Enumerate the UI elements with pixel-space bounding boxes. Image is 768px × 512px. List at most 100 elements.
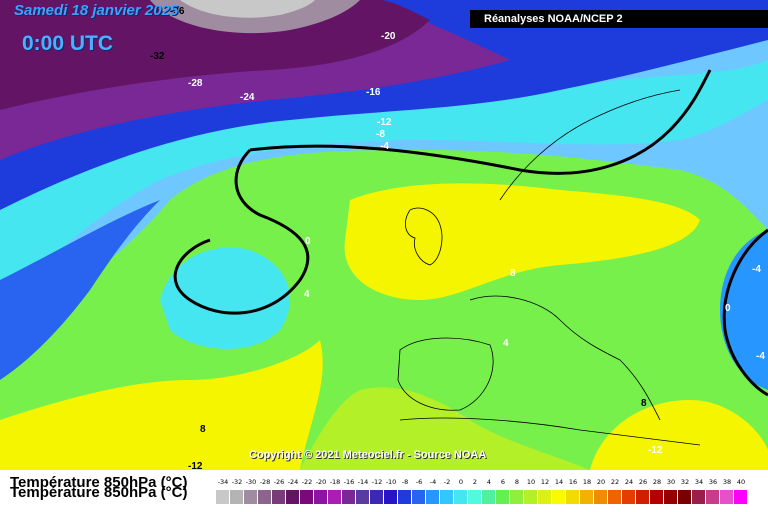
scale-swatch bbox=[216, 490, 230, 504]
scale-swatch bbox=[398, 490, 412, 504]
scale-swatch bbox=[496, 490, 510, 504]
scale-tick-label: 24 bbox=[624, 478, 634, 486]
isotherm-label: -24 bbox=[240, 92, 255, 103]
isotherm-label: -12 bbox=[648, 445, 663, 456]
scale-swatch bbox=[650, 490, 664, 504]
scale-swatch bbox=[454, 490, 468, 504]
scale-swatch bbox=[734, 490, 748, 504]
scale-tick-label: 2 bbox=[472, 478, 478, 486]
scale-tick-label: -2 bbox=[443, 478, 451, 486]
isotherm-label: -20 bbox=[381, 31, 396, 42]
scale-swatch bbox=[538, 490, 552, 504]
scale-swatch bbox=[426, 490, 440, 504]
scale-tick-label: -34 bbox=[217, 478, 229, 486]
scale-tick-label: 34 bbox=[694, 478, 704, 486]
scale-tick-label: -14 bbox=[357, 478, 369, 486]
scale-tick-label: -22 bbox=[301, 478, 313, 486]
scale-tick-label: 10 bbox=[526, 478, 536, 486]
color-scale-bar bbox=[216, 490, 748, 504]
coastline-scandinavia bbox=[499, 89, 681, 201]
coastline-iberia bbox=[397, 337, 494, 411]
isotherm-label: -32 bbox=[150, 51, 165, 62]
scale-tick-label: 38 bbox=[722, 478, 732, 486]
scale-swatch bbox=[286, 490, 300, 504]
map-date-title: Samedi 18 janvier 2025 bbox=[14, 2, 179, 19]
coastline-africa bbox=[399, 417, 701, 446]
scale-swatch bbox=[678, 490, 692, 504]
scale-tick-label: 6 bbox=[500, 478, 506, 486]
region-lime-band bbox=[300, 387, 590, 470]
isotherm-label: -28 bbox=[188, 78, 203, 89]
scale-swatch bbox=[636, 490, 650, 504]
isotherm-label: -4 bbox=[380, 141, 389, 152]
scale-swatch bbox=[482, 490, 496, 504]
isotherm-label: -16 bbox=[366, 87, 381, 98]
isotherm-label: 0 bbox=[725, 303, 731, 314]
region-darkpurple bbox=[0, 0, 430, 110]
isotherm-label: 8 bbox=[641, 398, 647, 409]
temperature-map: -36 -32 -28 -24 -20 -16 -12 -8 -4 0 4 8 … bbox=[0, 0, 768, 470]
isotherm-label: 0 bbox=[305, 236, 311, 247]
scale-swatch bbox=[524, 490, 538, 504]
color-scale-labels: -34 -32 -30 -28 -26 -24 -22 -20 -18 -16 -14 -12 -10-… bbox=[216, 478, 748, 488]
scale-tick-label: -30 bbox=[245, 478, 257, 486]
region-blue-west bbox=[0, 200, 160, 380]
scale-tick-label: -6 bbox=[415, 478, 423, 486]
scale-swatch bbox=[384, 490, 398, 504]
isotherm-label: -4 bbox=[756, 351, 765, 362]
scale-swatch bbox=[258, 490, 272, 504]
scale-tick-label: -18 bbox=[329, 478, 341, 486]
scale-swatch bbox=[608, 490, 622, 504]
scale-tick-label: -20 bbox=[315, 478, 327, 486]
isotherm-label: -12 bbox=[188, 461, 203, 470]
scale-swatch bbox=[622, 490, 636, 504]
region-yellow-southeast bbox=[590, 400, 768, 470]
scale-swatch bbox=[356, 490, 370, 504]
scale-swatch bbox=[272, 490, 286, 504]
scale-tick-label: 0 bbox=[458, 478, 464, 486]
scale-swatch bbox=[370, 490, 384, 504]
scale-swatch bbox=[328, 490, 342, 504]
isotherm-zero-west bbox=[173, 148, 310, 315]
scale-swatch bbox=[706, 490, 720, 504]
scale-tick-label: -28 bbox=[259, 478, 271, 486]
scale-tick-label: 4 bbox=[486, 478, 492, 486]
scale-tick-label: 22 bbox=[610, 478, 620, 486]
region-yellow-europe bbox=[344, 183, 700, 300]
scale-swatch bbox=[230, 490, 244, 504]
isotherm-label: 8 bbox=[510, 268, 516, 279]
scale-tick-label: 18 bbox=[582, 478, 592, 486]
scale-tick-label: 40 bbox=[736, 478, 746, 486]
scale-tick-label: 16 bbox=[568, 478, 578, 486]
scale-swatch bbox=[510, 490, 524, 504]
parameter-label: Température 850hPa (°C) bbox=[10, 474, 188, 491]
scale-swatch bbox=[314, 490, 328, 504]
scale-swatch bbox=[692, 490, 706, 504]
scale-tick-label: -10 bbox=[385, 478, 397, 486]
scale-tick-label: -16 bbox=[343, 478, 355, 486]
parameter-label-shadow: Température 850hPa (°C) bbox=[10, 484, 188, 501]
isotherm-label: -4 bbox=[752, 264, 761, 275]
scale-swatch bbox=[552, 490, 566, 504]
copyright-text: Copyright © 2021 Meteociel.fr - Source N… bbox=[249, 449, 487, 461]
isotherm-label: 8 bbox=[200, 424, 206, 435]
scale-tick-label: 14 bbox=[554, 478, 564, 486]
scale-tick-label: 20 bbox=[596, 478, 606, 486]
coastline-britain bbox=[405, 207, 443, 266]
isotherm-label: 4 bbox=[503, 338, 509, 349]
scale-tick-label: -12 bbox=[371, 478, 383, 486]
scale-swatch bbox=[300, 490, 314, 504]
scale-swatch bbox=[566, 490, 580, 504]
scale-tick-label: -24 bbox=[287, 478, 299, 486]
source-banner: Réanalyses NOAA/NCEP 2 bbox=[470, 10, 768, 28]
isotherm-zero-east bbox=[722, 228, 768, 397]
scale-tick-label: 12 bbox=[540, 478, 550, 486]
region-cyan-pocket bbox=[160, 247, 290, 349]
scale-tick-label: 8 bbox=[514, 478, 520, 486]
scale-tick-label: -4 bbox=[429, 478, 437, 486]
isotherm-label: -12 bbox=[377, 117, 392, 128]
scale-tick-label: 28 bbox=[652, 478, 662, 486]
scale-tick-label: 36 bbox=[708, 478, 718, 486]
scale-swatch bbox=[440, 490, 454, 504]
